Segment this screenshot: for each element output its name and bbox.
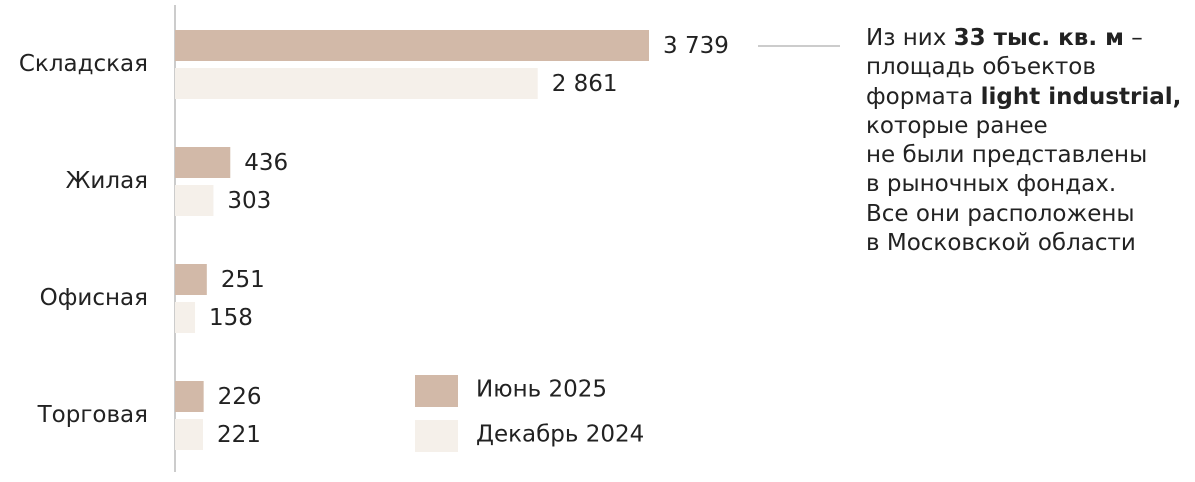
annotation-text: не были представлены bbox=[866, 142, 1148, 169]
bar bbox=[175, 30, 649, 61]
annotation-text: в Московской области bbox=[866, 230, 1136, 257]
annotation: Из них 33 тыс. кв. м – площадь объектов фо… bbox=[866, 24, 1181, 258]
legend-swatch bbox=[415, 420, 458, 452]
annotation-line: в Московской области bbox=[866, 229, 1181, 258]
annotation-text: – bbox=[1123, 25, 1143, 51]
annotation-text: в рыночных фондах. bbox=[866, 171, 1117, 198]
annotation-line: которые ранее bbox=[866, 112, 1181, 141]
annotation-line: формата light industrial, bbox=[866, 83, 1181, 112]
annotation-text: Все они расположены bbox=[866, 200, 1135, 227]
value-label: 226 bbox=[218, 384, 262, 410]
bar bbox=[175, 381, 204, 412]
value-label: 2 861 bbox=[552, 71, 618, 97]
bar bbox=[175, 68, 538, 99]
annotation-line: не были представлены bbox=[866, 141, 1181, 170]
legend-label: Декабрь 2024 bbox=[476, 422, 644, 448]
bar bbox=[175, 147, 231, 178]
annotation-line: в рыночных фондах. bbox=[866, 170, 1181, 199]
value-label: 3 739 bbox=[663, 33, 729, 59]
value-label: 251 bbox=[221, 267, 265, 293]
category-label: Жилая bbox=[66, 168, 148, 194]
annotation-text: площадь объектов bbox=[866, 54, 1096, 81]
bar bbox=[175, 302, 196, 333]
value-label: 221 bbox=[217, 422, 261, 448]
bar bbox=[175, 264, 207, 295]
legend-swatch bbox=[415, 375, 458, 407]
bar bbox=[175, 185, 214, 216]
annotation-line: площадь объектов bbox=[866, 53, 1181, 82]
annotation-text: которые ранее bbox=[866, 112, 1048, 139]
value-label: 436 bbox=[244, 150, 288, 176]
value-label: 158 bbox=[209, 305, 253, 331]
legend-label: Июнь 2025 bbox=[476, 377, 607, 403]
annotation-line: Из них 33 тыс. кв. м – bbox=[866, 24, 1181, 53]
category-label: Торговая bbox=[37, 402, 148, 428]
bar bbox=[175, 419, 204, 450]
category-label: Офисная bbox=[40, 285, 148, 311]
category-label: Складская bbox=[19, 51, 148, 77]
annotation-text: light industrial, bbox=[980, 83, 1182, 110]
annotation-text: Из них bbox=[866, 25, 954, 51]
annotation-text: 33 тыс. кв. м bbox=[953, 25, 1124, 51]
value-label: 303 bbox=[227, 188, 271, 214]
annotation-line: Все они расположены bbox=[866, 200, 1181, 229]
annotation-text: формата bbox=[866, 83, 981, 110]
